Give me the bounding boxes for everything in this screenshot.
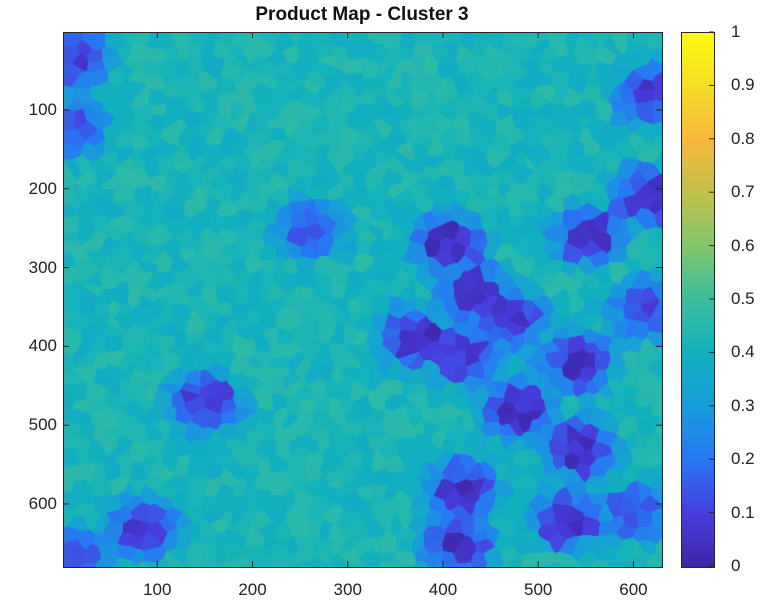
x-tick-label: 500	[524, 580, 553, 599]
colorbar-tick-label: 0	[731, 556, 741, 575]
chart-title: Product Map - Cluster 3	[255, 4, 469, 25]
y-tick-label: 400	[28, 336, 57, 356]
colorbar-tick-label: 0.5	[731, 289, 755, 308]
colorbar	[681, 32, 714, 567]
colorbar-tick-label: 0.1	[731, 502, 755, 522]
colorbar-tick-label: 0.4	[731, 342, 755, 362]
y-tick-label: 200	[28, 178, 57, 198]
y-tick-label: 500	[28, 415, 57, 435]
y-tick-label: 600	[28, 493, 57, 513]
y-tick-label: 100	[28, 100, 57, 119]
colorbar-tick-label: 0.6	[731, 235, 755, 255]
x-tick-label: 400	[428, 580, 458, 599]
x-tick-label: 300	[333, 580, 362, 599]
x-tick-label: 100	[143, 580, 172, 599]
colorbar-tick-label: 0.7	[731, 182, 755, 202]
colorbar-tick-label: 0.8	[731, 128, 755, 148]
x-tick-label: 200	[238, 580, 267, 599]
colorbar-tick-label: 0.2	[731, 449, 755, 469]
colorbar-tick-label: 1	[731, 22, 741, 41]
y-tick-label: 300	[28, 257, 57, 277]
heatmap-plot	[63, 32, 662, 567]
colorbar-tick-label: 0.9	[731, 75, 755, 95]
x-tick-label: 600	[619, 580, 648, 599]
colorbar-tick-label: 0.3	[731, 395, 755, 415]
